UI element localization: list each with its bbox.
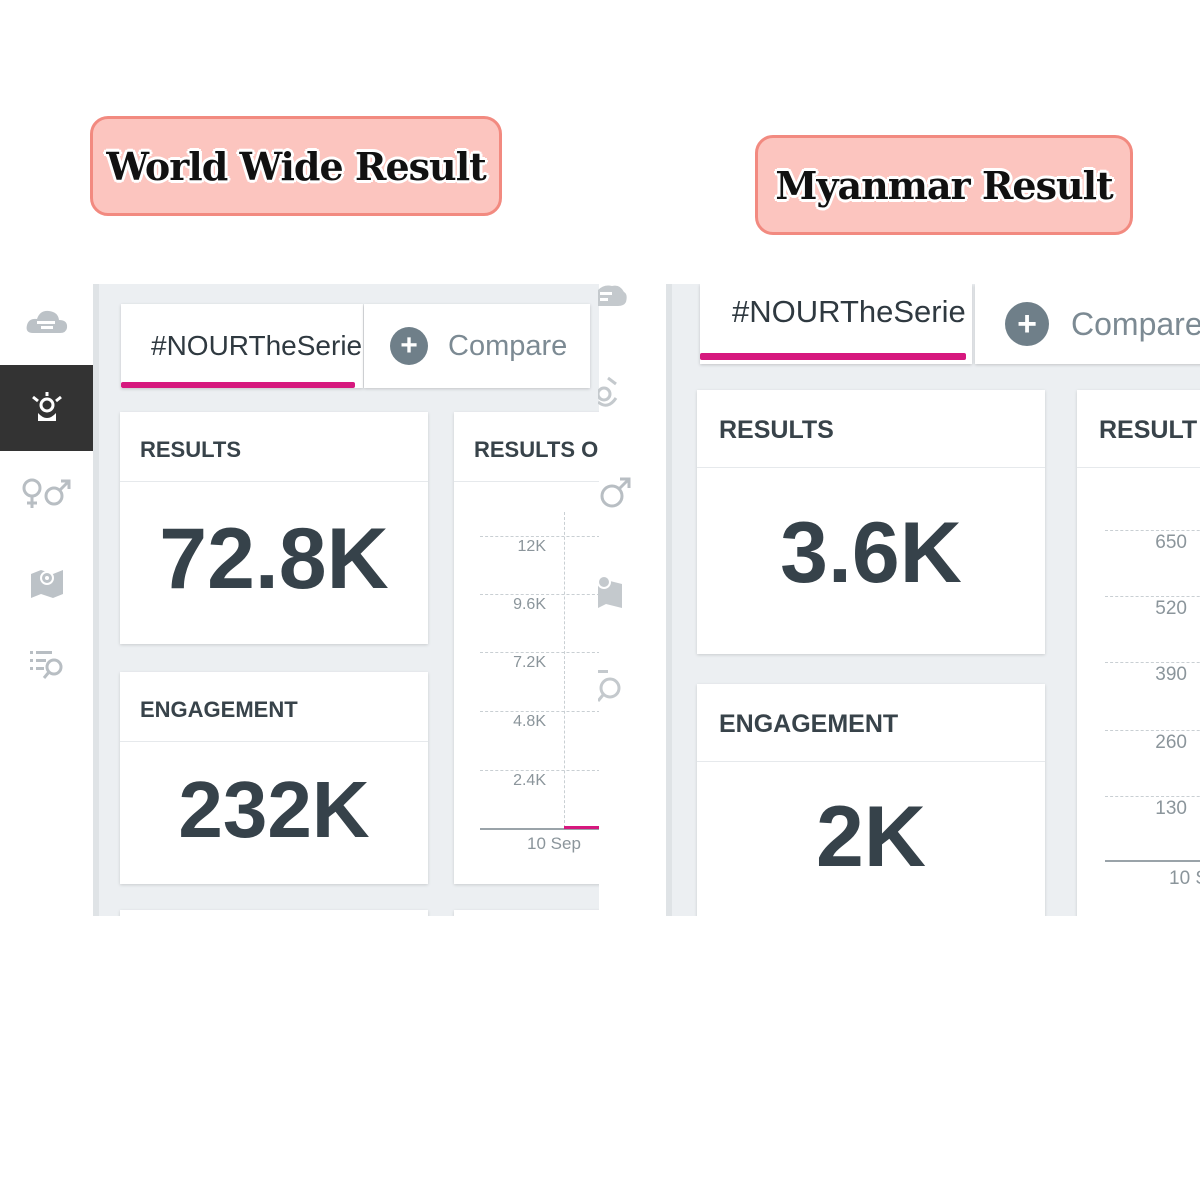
gridline [1105, 662, 1200, 663]
results-card: RESULTS 3.6K [697, 390, 1045, 654]
next-card [120, 910, 428, 916]
cloud-icon[interactable] [0, 293, 93, 351]
myanmar-banner-text: Myanmar Result [775, 162, 1113, 208]
results-card: RESULTS 72.8K [120, 412, 428, 644]
compare-label: Compare [448, 329, 568, 362]
influencer-icon [596, 372, 622, 417]
world-wide-banner: World Wide Result [90, 116, 502, 216]
results-title: RESULTS [697, 390, 1045, 468]
map-icon [597, 570, 624, 615]
results-title: RESULTS [120, 412, 428, 482]
icon-rail [0, 285, 93, 705]
tab-label: #NOURTheSerie [151, 330, 363, 361]
compare-button[interactable]: + Compare [364, 304, 590, 388]
engagement-title: ENGAGEMENT [120, 672, 428, 742]
world-wide-banner-text: World Wide Result [106, 143, 486, 189]
engagement-title: ENGAGEMENT [697, 684, 1045, 762]
y-tick: 12K [517, 538, 546, 555]
y-tick: 520 [1155, 598, 1187, 619]
gridline [480, 770, 599, 771]
tab-active-underline [121, 382, 355, 388]
y-tick: 130 [1155, 798, 1187, 819]
engagement-card: ENGAGEMENT 232K [120, 672, 428, 884]
compare-label: Compare [1071, 305, 1200, 342]
x-tick: 10 S [1169, 868, 1200, 889]
x-axis [1105, 860, 1200, 862]
engagement-card: ENGAGEMENT 2K [697, 684, 1045, 916]
results-value: 3.6K [780, 505, 962, 601]
compare-button[interactable]: + Compare [975, 284, 1200, 364]
myanmar-banner: Myanmar Result [755, 135, 1133, 235]
tab-nourtheserie[interactable]: #NOURTheSerie [700, 284, 972, 364]
gridline [1105, 596, 1200, 597]
results-over-time-card: RESULT 650 520 390 260 130 10 S [1077, 390, 1200, 916]
gridline [480, 594, 599, 595]
gridline [1105, 530, 1200, 531]
add-icon: + [1005, 302, 1049, 346]
y-tick: 650 [1155, 532, 1187, 553]
gridline [480, 711, 599, 712]
world-wide-dashboard: #NOURTheSerie + Compare RESULTS 72.8K EN… [93, 284, 599, 916]
search-list-icon[interactable] [0, 635, 93, 693]
series-line [564, 826, 599, 829]
date-marker-line [564, 512, 565, 828]
next-card [454, 910, 599, 916]
chart-title: RESULT [1077, 390, 1200, 468]
y-tick: 4.8K [513, 713, 546, 730]
cloud-icon [598, 282, 628, 315]
tab-nourtheserie[interactable]: #NOURTheSerie [121, 304, 363, 388]
add-icon: + [390, 327, 428, 365]
gridline [480, 652, 599, 653]
search-icon [596, 668, 624, 709]
male-icon [598, 474, 634, 515]
gridline [480, 536, 599, 537]
chart-title: RESULTS O [454, 412, 599, 482]
x-axis [480, 828, 599, 830]
y-tick: 2.4K [513, 772, 546, 789]
myanmar-dashboard: #NOURTheSerie + Compare RESULTS 3.6K ENG… [666, 284, 1200, 916]
tab-active-underline [700, 353, 966, 360]
gridline [1105, 796, 1200, 797]
gender-icon[interactable] [0, 465, 93, 523]
y-tick: 7.2K [513, 654, 546, 671]
results-over-time-card: RESULTS O 12K 9.6K 7.2K 4.8K 2.4K 10 Sep [454, 412, 599, 884]
map-icon[interactable] [0, 553, 93, 611]
y-tick: 260 [1155, 732, 1187, 753]
y-tick: 390 [1155, 664, 1187, 685]
x-tick: 10 Sep [527, 834, 581, 853]
influencer-icon[interactable] [0, 365, 93, 451]
y-tick: 9.6K [513, 596, 546, 613]
results-value: 72.8K [159, 511, 389, 607]
engagement-value: 2K [816, 789, 926, 885]
tab-label: #NOURTheSerie [732, 294, 966, 329]
engagement-value: 232K [178, 765, 370, 854]
gridline [1105, 730, 1200, 731]
